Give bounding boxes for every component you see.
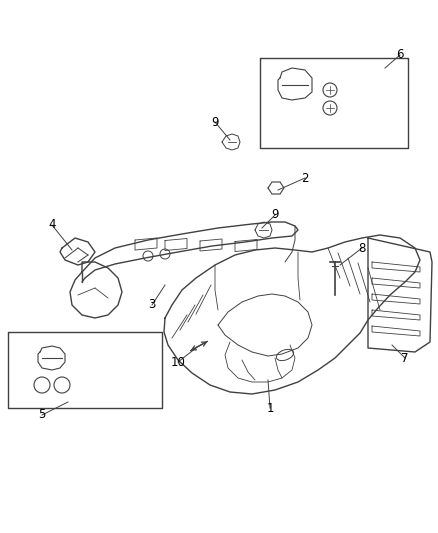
Text: 3: 3: [148, 298, 155, 311]
Text: 10: 10: [170, 356, 185, 368]
Text: 4: 4: [48, 219, 56, 231]
Text: 9: 9: [211, 116, 219, 128]
Text: 1: 1: [266, 401, 274, 415]
Text: 8: 8: [358, 241, 366, 254]
Text: 5: 5: [38, 408, 46, 422]
Text: 6: 6: [396, 49, 404, 61]
Text: 2: 2: [301, 172, 309, 184]
Text: 9: 9: [271, 208, 279, 222]
Text: 7: 7: [401, 351, 409, 365]
